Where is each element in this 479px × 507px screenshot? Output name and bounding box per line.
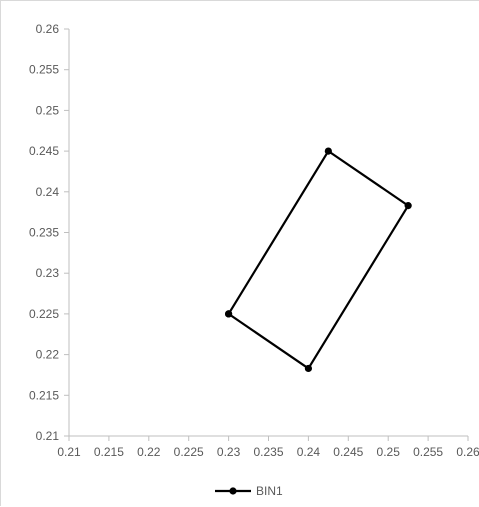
x-tick-label: 0.21 bbox=[57, 445, 81, 459]
y-tick-label: 0.225 bbox=[29, 307, 59, 321]
x-tick-label: 0.26 bbox=[456, 445, 479, 459]
legend-marker-icon bbox=[229, 487, 237, 495]
data-point bbox=[225, 310, 233, 318]
x-axis-ticks: 0.21 0.215 0.22 0.225 0.23 0.235 0.24 0.245 0.25… bbox=[57, 436, 479, 459]
y-tick-label: 0.21 bbox=[36, 429, 60, 443]
y-axis-ticks: 0.21 0.215 0.22 0.225 0.23 0.235 0.24 0.245 0.25… bbox=[29, 22, 69, 443]
y-tick-label: 0.24 bbox=[36, 185, 60, 199]
x-tick-label: 0.235 bbox=[253, 445, 283, 459]
series-layer bbox=[225, 147, 412, 373]
x-tick-label: 0.22 bbox=[137, 445, 161, 459]
y-tick-label: 0.26 bbox=[36, 22, 60, 36]
x-tick-label: 0.24 bbox=[297, 445, 321, 459]
y-tick-label: 0.235 bbox=[29, 226, 59, 240]
y-tick-label: 0.23 bbox=[36, 266, 60, 280]
y-tick-label: 0.215 bbox=[29, 388, 59, 402]
x-tick-label: 0.225 bbox=[174, 445, 204, 459]
x-tick-label: 0.25 bbox=[377, 445, 401, 459]
legend: BIN1 bbox=[215, 484, 283, 498]
series-line bbox=[227, 150, 410, 370]
y-tick-label: 0.245 bbox=[29, 144, 59, 158]
y-tick-label: 0.22 bbox=[36, 348, 60, 362]
data-point bbox=[404, 202, 412, 210]
x-tick-label: 0.23 bbox=[217, 445, 241, 459]
legend-label: BIN1 bbox=[256, 484, 283, 498]
y-tick-label: 0.255 bbox=[29, 63, 59, 77]
y-tick-label: 0.25 bbox=[36, 103, 60, 117]
data-point bbox=[304, 364, 312, 373]
x-tick-label: 0.255 bbox=[413, 445, 443, 459]
x-tick-label: 0.245 bbox=[333, 445, 363, 459]
axes bbox=[68, 29, 468, 437]
x-tick-label: 0.215 bbox=[94, 445, 124, 459]
data-point bbox=[324, 147, 332, 155]
